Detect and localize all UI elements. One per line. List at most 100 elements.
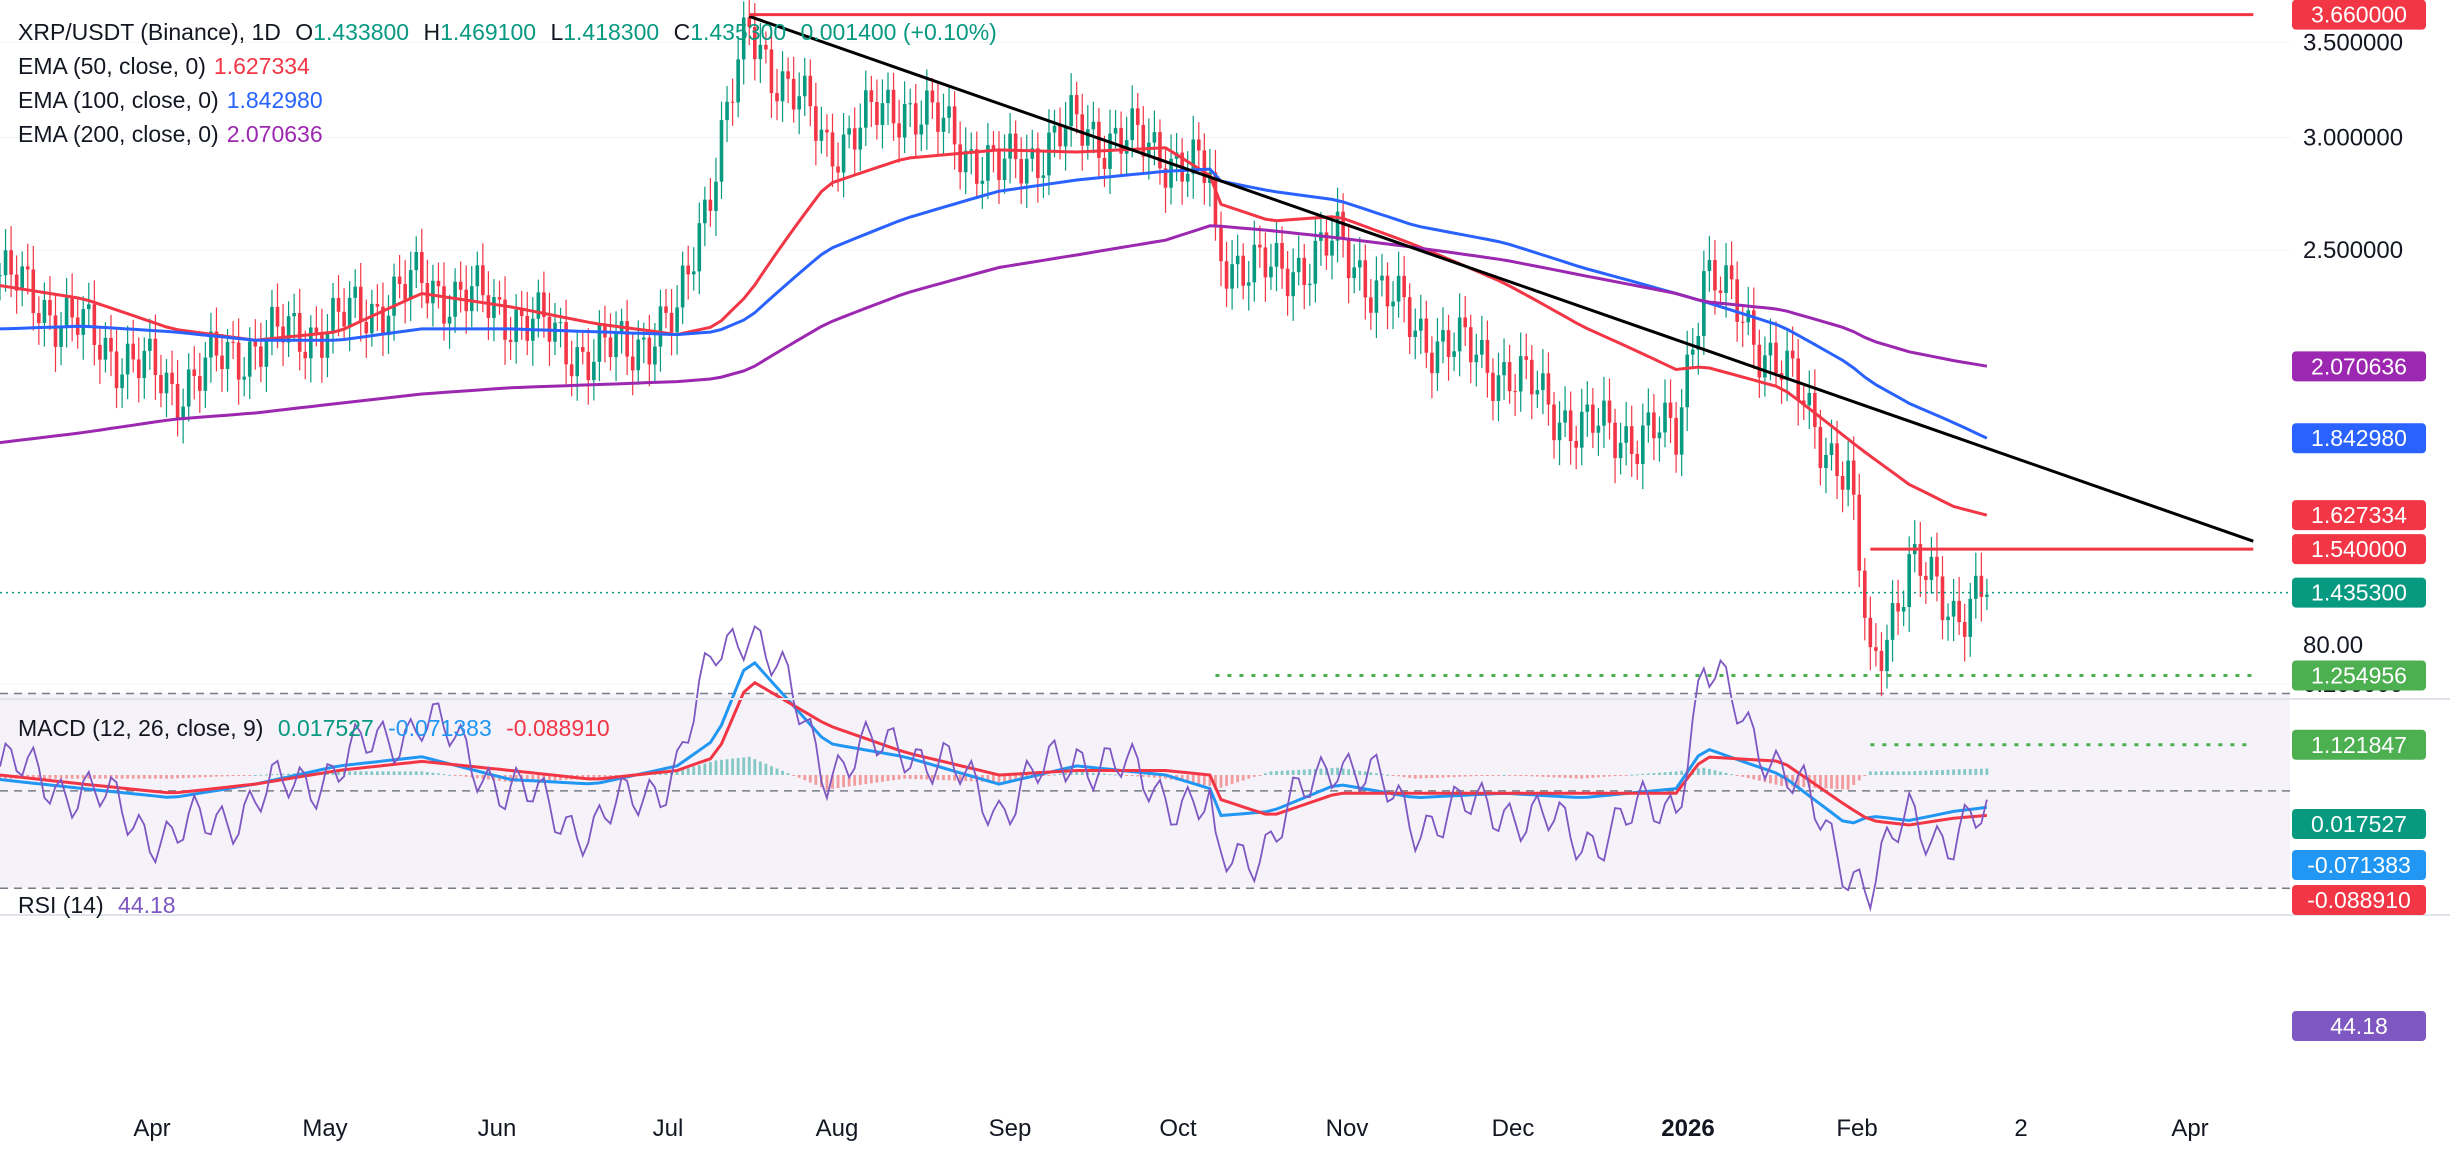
candle-body bbox=[664, 306, 668, 313]
macd-hist-bar bbox=[1280, 770, 1284, 775]
candle-body bbox=[1929, 556, 1934, 580]
macd-hist-bar bbox=[1197, 775, 1201, 785]
candle-body bbox=[836, 166, 840, 173]
macd-hist-bar bbox=[265, 774, 268, 776]
macd-legend[interactable]: MACD (12, 26, close, 9) 0.017527 -0.0713… bbox=[18, 711, 618, 745]
candle-body bbox=[286, 316, 291, 343]
candle-body bbox=[536, 292, 541, 319]
candle-body bbox=[1563, 410, 1567, 423]
macd-hist-bar bbox=[48, 775, 52, 779]
candle-body bbox=[48, 299, 52, 316]
candle-body bbox=[1241, 255, 1245, 286]
macd-hist-bar bbox=[1774, 775, 1778, 785]
symbol-title[interactable]: XRP/USDT (Binance), 1D bbox=[18, 19, 281, 45]
candle-body bbox=[780, 71, 785, 102]
candle-body bbox=[1335, 211, 1340, 241]
candle-body bbox=[1374, 280, 1379, 313]
candle-body bbox=[1280, 242, 1284, 269]
candle-body bbox=[886, 89, 890, 104]
macd-line bbox=[0, 660, 1988, 825]
macd-hist-bar bbox=[1219, 775, 1223, 788]
macd-hist-bar bbox=[1225, 775, 1228, 786]
candle-body bbox=[1435, 341, 1440, 374]
pane-separator[interactable] bbox=[0, 914, 2450, 916]
macd-hist-bar bbox=[1746, 775, 1750, 779]
ema100-row[interactable]: EMA (100, close, 0) 1.842980 bbox=[18, 83, 1005, 117]
macd-hist-bar bbox=[70, 775, 74, 779]
candle-body bbox=[336, 297, 341, 312]
candle-body bbox=[1402, 275, 1406, 298]
candle-body bbox=[725, 101, 729, 121]
candle-body bbox=[236, 342, 241, 380]
rsi-band bbox=[0, 692, 2290, 890]
macd-hist-bar bbox=[414, 771, 418, 775]
macd-hist-bar bbox=[0, 775, 2, 779]
candle-body bbox=[1024, 158, 1029, 184]
macd-hist-bar bbox=[1608, 775, 1611, 777]
macd-hist-bar bbox=[864, 775, 868, 785]
macd-hist-bar bbox=[764, 763, 768, 775]
macd-hist-bar bbox=[353, 771, 357, 775]
macd-label: MACD (12, 26, close, 9) bbox=[18, 715, 264, 741]
macd-hist-bar bbox=[1452, 775, 1456, 778]
candle-body bbox=[1496, 375, 1501, 401]
macd-hist-bar bbox=[1524, 775, 1528, 777]
macd-hist-bar bbox=[664, 772, 668, 775]
candle-body bbox=[913, 103, 918, 135]
price-tag-label: 1.842980 bbox=[2311, 425, 2407, 451]
candle-body bbox=[980, 180, 985, 184]
price-legend: XRP/USDT (Binance), 1D O1.433800 H1.4691… bbox=[18, 15, 1005, 151]
macd-hist-bar bbox=[1502, 775, 1506, 776]
candle-body bbox=[475, 265, 480, 287]
candle-body bbox=[1557, 422, 1562, 441]
macd-hist-bar bbox=[747, 756, 751, 775]
macd-hist-bar bbox=[1752, 775, 1756, 780]
candle-body bbox=[1419, 318, 1423, 331]
candle-body bbox=[1263, 247, 1268, 278]
candle-body bbox=[353, 286, 357, 298]
macd-hist-bar bbox=[1297, 769, 1301, 775]
macd-hist-bar bbox=[131, 775, 135, 779]
candle-body bbox=[1968, 598, 1973, 637]
macd-signal-line bbox=[0, 680, 1988, 827]
macd-hist-bar bbox=[1230, 775, 1234, 785]
time-tick-label: May bbox=[302, 1115, 347, 1142]
candle-body bbox=[1657, 432, 1662, 439]
candle-body bbox=[303, 351, 308, 359]
macd-hist-bar bbox=[1136, 775, 1140, 777]
candle-body bbox=[897, 123, 901, 138]
macd-hist-bar bbox=[1153, 775, 1156, 778]
macd-hist-bar bbox=[1447, 775, 1450, 778]
candle-body bbox=[1940, 576, 1945, 621]
candle-body bbox=[242, 376, 246, 380]
candle-body bbox=[1724, 265, 1728, 293]
ema200-row[interactable]: EMA (200, close, 0) 2.070636 bbox=[18, 117, 1005, 151]
rsi-tick-label: 80.00 bbox=[2303, 632, 2363, 659]
macd-hist-bar bbox=[559, 775, 562, 781]
macd-hist-bar bbox=[237, 775, 241, 776]
candle-body bbox=[653, 346, 657, 365]
candle-body bbox=[481, 265, 485, 296]
ema50-row[interactable]: EMA (50, close, 0) 1.627334 bbox=[18, 49, 1005, 83]
candle-body bbox=[908, 103, 912, 105]
candle-body bbox=[203, 357, 208, 391]
candle-body bbox=[1629, 426, 1634, 454]
macd-hist-bar bbox=[1441, 775, 1445, 778]
macd-hist-bar bbox=[487, 775, 490, 780]
macd-hist-bar bbox=[398, 771, 401, 775]
low-value: 1.418300 bbox=[563, 19, 660, 45]
candle-body bbox=[275, 306, 280, 327]
macd-hist-bar bbox=[1419, 775, 1423, 779]
candle-body bbox=[1518, 356, 1523, 392]
macd-hist-bar bbox=[1957, 769, 1961, 775]
price-tag bbox=[2292, 500, 2426, 531]
macd-hist-bar bbox=[1696, 768, 1700, 775]
macd-hist-bar bbox=[1835, 775, 1839, 789]
ema50-value: 1.627334 bbox=[213, 53, 310, 79]
macd-hist-bar bbox=[1269, 771, 1273, 775]
candle-body bbox=[81, 309, 86, 335]
rsi-legend[interactable]: RSI (14) 44.18 bbox=[18, 888, 184, 922]
time-tick-label: Dec bbox=[1492, 1115, 1535, 1142]
pane-separator[interactable] bbox=[0, 698, 2450, 700]
